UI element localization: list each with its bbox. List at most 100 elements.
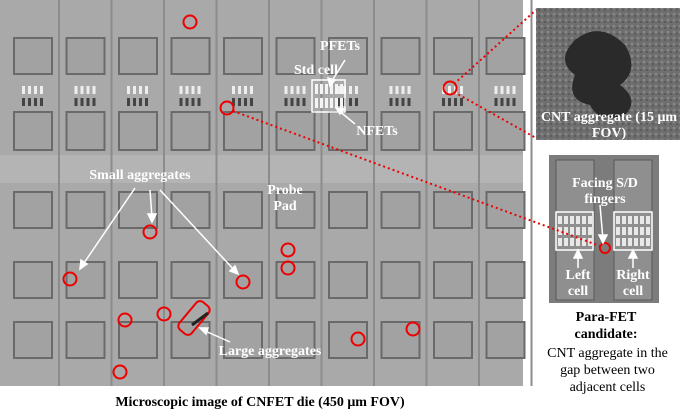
finger: [622, 238, 626, 246]
transistor: [139, 98, 142, 106]
transistor: [244, 98, 247, 106]
finger: [576, 216, 580, 224]
large-aggregates-label: Large aggregates: [195, 344, 345, 360]
transistor: [198, 86, 201, 94]
transistor: [303, 98, 306, 106]
transistor: [192, 98, 195, 106]
probe-pad: [14, 38, 52, 74]
transistor: [81, 86, 84, 94]
finger: [634, 216, 638, 224]
probe-pad: [487, 112, 525, 150]
transistor: [93, 86, 96, 94]
transistor: [133, 86, 136, 94]
std-cell-finger: [340, 84, 343, 94]
transistor: [513, 86, 516, 94]
std-cell-finger: [325, 84, 328, 94]
finger: [570, 216, 574, 224]
finger: [588, 216, 592, 224]
transistor: [501, 86, 504, 94]
probe-pad: [434, 192, 472, 228]
transistor: [192, 86, 195, 94]
transistor: [396, 86, 399, 94]
transistor: [408, 86, 411, 94]
probe-pad: [434, 322, 472, 358]
probe-pad: [487, 192, 525, 228]
transistor: [127, 86, 130, 94]
transistor: [180, 98, 183, 106]
transistor: [87, 98, 90, 106]
probe-pad: [67, 38, 105, 74]
finger: [622, 227, 626, 235]
probe-pad: [382, 262, 420, 298]
transistor: [250, 86, 253, 94]
transistor: [297, 98, 300, 106]
transistor: [34, 86, 37, 94]
transistor: [87, 86, 90, 94]
finger: [616, 216, 620, 224]
probe-pad: [172, 112, 210, 150]
probe-pad: [329, 262, 367, 298]
transistor: [244, 86, 247, 94]
transistor: [139, 86, 142, 94]
probe-pad: [14, 262, 52, 298]
finger: [576, 227, 580, 235]
transistor: [390, 98, 393, 106]
transistor: [303, 86, 306, 94]
finger: [646, 216, 650, 224]
transistor: [22, 86, 25, 94]
std-cell-finger: [315, 98, 318, 108]
finger: [576, 238, 580, 246]
std-cell-finger: [320, 84, 323, 94]
transistor: [28, 98, 31, 106]
std-cell-finger: [320, 98, 323, 108]
transistor: [291, 98, 294, 106]
transistor: [402, 86, 405, 94]
transistor: [81, 98, 84, 106]
right-cell-label: Right cell: [608, 268, 658, 300]
std-cell-finger: [335, 98, 338, 108]
figure: PFETs Std cell NFETs Small aggregates Pr…: [0, 0, 681, 415]
finger: [622, 216, 626, 224]
transistor: [442, 98, 445, 106]
probe-pad: [224, 192, 262, 228]
probe-pad: [14, 112, 52, 150]
transistor: [513, 98, 516, 106]
caption: Microscopic image of CNFET die (450 μm F…: [40, 394, 480, 411]
finger: [564, 216, 568, 224]
transistor: [355, 86, 358, 94]
finger: [640, 227, 644, 235]
facing-label: Facing S/D fingers: [560, 176, 650, 208]
transistor: [349, 98, 352, 106]
probe-pad: [172, 262, 210, 298]
probe-pad: [119, 112, 157, 150]
transistor: [495, 98, 498, 106]
transistor: [186, 86, 189, 94]
transistor: [145, 86, 148, 94]
finger: [588, 227, 592, 235]
transistor: [396, 98, 399, 106]
finger: [582, 227, 586, 235]
transistor: [232, 86, 235, 94]
finger: [616, 238, 620, 246]
transistor: [34, 98, 37, 106]
para-fet-title: Para-FET candidate:: [556, 309, 656, 343]
transistor: [507, 86, 510, 94]
transistor: [355, 98, 358, 106]
finger: [628, 216, 632, 224]
transistor: [238, 98, 241, 106]
probe-pad: [67, 112, 105, 150]
std-cell-finger: [325, 98, 328, 108]
probe-pad: [119, 38, 157, 74]
zoom-label: CNT aggregate (15 μm FOV): [538, 110, 680, 142]
probe-pad: [382, 192, 420, 228]
transistor: [390, 86, 393, 94]
transistor: [93, 98, 96, 106]
transistor: [501, 98, 504, 106]
probe-pad: [487, 262, 525, 298]
probe-pad: [224, 262, 262, 298]
transistor: [22, 98, 25, 106]
finger: [640, 216, 644, 224]
probe-pad: [67, 262, 105, 298]
transistor: [75, 98, 78, 106]
transistor: [454, 98, 457, 106]
